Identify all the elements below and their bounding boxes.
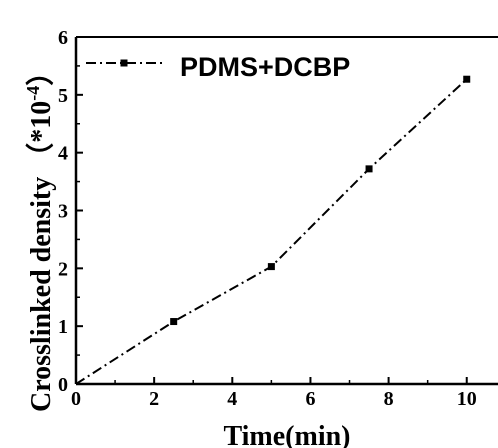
y-ticks: 0 1 2 3 4 5 6	[58, 27, 83, 396]
y-axis-unit-exponent: -4	[23, 86, 43, 101]
x-tick-label: 2	[149, 388, 159, 410]
x-tick-label: 6	[305, 388, 315, 410]
y-axis-unit-prefix: （*10	[24, 101, 57, 171]
y-tick-label: 5	[58, 85, 68, 107]
y-axis-title-main: Crosslinked density	[26, 177, 57, 412]
y-tick-label: 1	[58, 316, 68, 338]
y-tick-label: 2	[58, 258, 68, 280]
y-tick-label: 0	[58, 374, 68, 396]
y-axis-title: Crosslinked density （*10-4）	[23, 58, 57, 412]
data-point	[267, 263, 275, 271]
legend: PDMS+DCBP	[86, 52, 350, 82]
data-point	[170, 318, 178, 326]
series-line	[75, 78, 468, 385]
legend-label: PDMS+DCBP	[180, 52, 350, 82]
x-tick-label: 4	[227, 388, 237, 410]
series-layer	[75, 75, 471, 385]
data-point	[463, 75, 471, 83]
legend-marker	[120, 59, 128, 67]
data-point	[365, 165, 373, 173]
x-axis-title: Time(min)	[223, 421, 350, 448]
x-tick-label: 8	[384, 388, 394, 410]
x-tick-label: 0	[71, 388, 81, 410]
y-tick-label: 4	[58, 143, 68, 165]
x-ticks: 0 2 4 6 8 10	[71, 377, 477, 410]
y-tick-label: 3	[58, 201, 68, 223]
y-axis-unit-suffix: ）	[24, 58, 57, 86]
y-tick-label: 6	[58, 27, 68, 49]
x-tick-label: 10	[457, 388, 477, 410]
